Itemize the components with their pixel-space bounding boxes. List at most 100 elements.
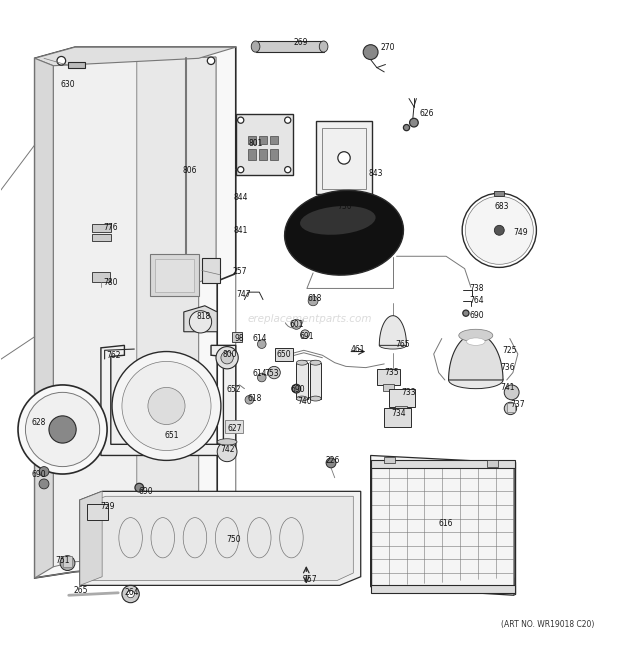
Ellipse shape <box>285 190 404 275</box>
Polygon shape <box>101 345 236 455</box>
Text: 652: 652 <box>226 385 241 395</box>
Ellipse shape <box>251 41 260 52</box>
Text: 753: 753 <box>264 369 279 378</box>
Bar <box>202 258 220 284</box>
Text: 734: 734 <box>392 409 406 418</box>
Text: 257: 257 <box>232 266 247 276</box>
Text: 733: 733 <box>402 388 416 397</box>
Text: 614: 614 <box>252 334 267 343</box>
Text: 765: 765 <box>396 340 410 348</box>
Polygon shape <box>371 455 514 596</box>
Ellipse shape <box>296 396 308 401</box>
Circle shape <box>410 118 418 127</box>
Text: 690: 690 <box>138 487 153 496</box>
Circle shape <box>308 296 318 306</box>
Bar <box>259 149 267 161</box>
Text: 776: 776 <box>104 223 118 232</box>
Bar <box>236 114 293 175</box>
Bar <box>224 420 243 433</box>
Polygon shape <box>448 334 503 380</box>
Circle shape <box>207 57 215 65</box>
Circle shape <box>465 196 533 264</box>
Polygon shape <box>35 47 236 578</box>
Polygon shape <box>35 47 236 65</box>
Circle shape <box>292 384 301 393</box>
Bar <box>487 461 498 467</box>
Text: 226: 226 <box>325 456 340 465</box>
Circle shape <box>57 56 66 65</box>
Text: 740: 740 <box>298 397 312 405</box>
Text: 628: 628 <box>32 418 46 426</box>
Text: 690: 690 <box>290 385 305 395</box>
Bar <box>92 224 111 231</box>
Bar <box>248 136 255 143</box>
Ellipse shape <box>296 360 308 365</box>
Circle shape <box>326 458 336 468</box>
Bar <box>389 389 415 407</box>
Bar <box>396 406 407 413</box>
Circle shape <box>18 385 107 474</box>
Circle shape <box>221 352 233 364</box>
Text: 747: 747 <box>236 290 250 299</box>
Bar <box>316 122 372 194</box>
Circle shape <box>189 311 211 333</box>
Text: 601: 601 <box>289 320 304 329</box>
Bar <box>494 191 504 196</box>
Bar <box>275 348 293 362</box>
Text: 626: 626 <box>419 110 433 118</box>
Text: 618: 618 <box>247 394 262 403</box>
Ellipse shape <box>310 396 321 401</box>
Circle shape <box>127 590 135 598</box>
Bar <box>270 136 278 143</box>
Text: 735: 735 <box>384 368 399 377</box>
Circle shape <box>207 545 215 552</box>
Text: 742: 742 <box>220 445 234 453</box>
Circle shape <box>237 117 244 123</box>
Bar <box>296 363 308 399</box>
Text: 614: 614 <box>252 369 267 378</box>
Circle shape <box>462 193 536 268</box>
Circle shape <box>257 340 266 348</box>
Text: 618: 618 <box>307 294 322 303</box>
Bar <box>63 556 73 567</box>
Text: 265: 265 <box>74 586 89 595</box>
Text: 630: 630 <box>60 80 75 89</box>
Ellipse shape <box>379 342 407 349</box>
Polygon shape <box>80 491 361 586</box>
Bar <box>270 149 278 161</box>
Text: 737: 737 <box>510 400 525 408</box>
Circle shape <box>463 310 469 316</box>
Bar <box>259 136 267 143</box>
Polygon shape <box>35 58 53 578</box>
Circle shape <box>245 395 254 404</box>
Bar <box>156 258 193 292</box>
Text: 749: 749 <box>513 228 528 237</box>
Circle shape <box>39 479 49 489</box>
Ellipse shape <box>310 360 321 365</box>
Text: 264: 264 <box>125 588 139 598</box>
Text: 806: 806 <box>182 167 197 175</box>
Text: 800: 800 <box>223 350 237 358</box>
Circle shape <box>363 45 378 59</box>
Polygon shape <box>137 57 216 559</box>
Circle shape <box>216 346 238 369</box>
Circle shape <box>39 467 49 477</box>
Circle shape <box>25 393 100 467</box>
Text: 762: 762 <box>106 351 120 360</box>
Text: 843: 843 <box>368 169 383 178</box>
Circle shape <box>217 442 237 461</box>
Ellipse shape <box>300 206 376 235</box>
Text: 757: 757 <box>303 574 317 584</box>
Text: 690: 690 <box>470 311 484 319</box>
Bar <box>87 504 108 520</box>
Polygon shape <box>184 306 217 332</box>
Text: ereplacementparts.com: ereplacementparts.com <box>248 315 372 325</box>
Text: (ART NO. WR19018 C20): (ART NO. WR19018 C20) <box>501 619 595 629</box>
Circle shape <box>148 387 185 424</box>
Bar <box>68 62 85 68</box>
Polygon shape <box>80 491 102 586</box>
Circle shape <box>404 124 410 131</box>
Ellipse shape <box>466 338 485 345</box>
Bar <box>507 403 515 412</box>
Text: 736: 736 <box>500 363 515 372</box>
